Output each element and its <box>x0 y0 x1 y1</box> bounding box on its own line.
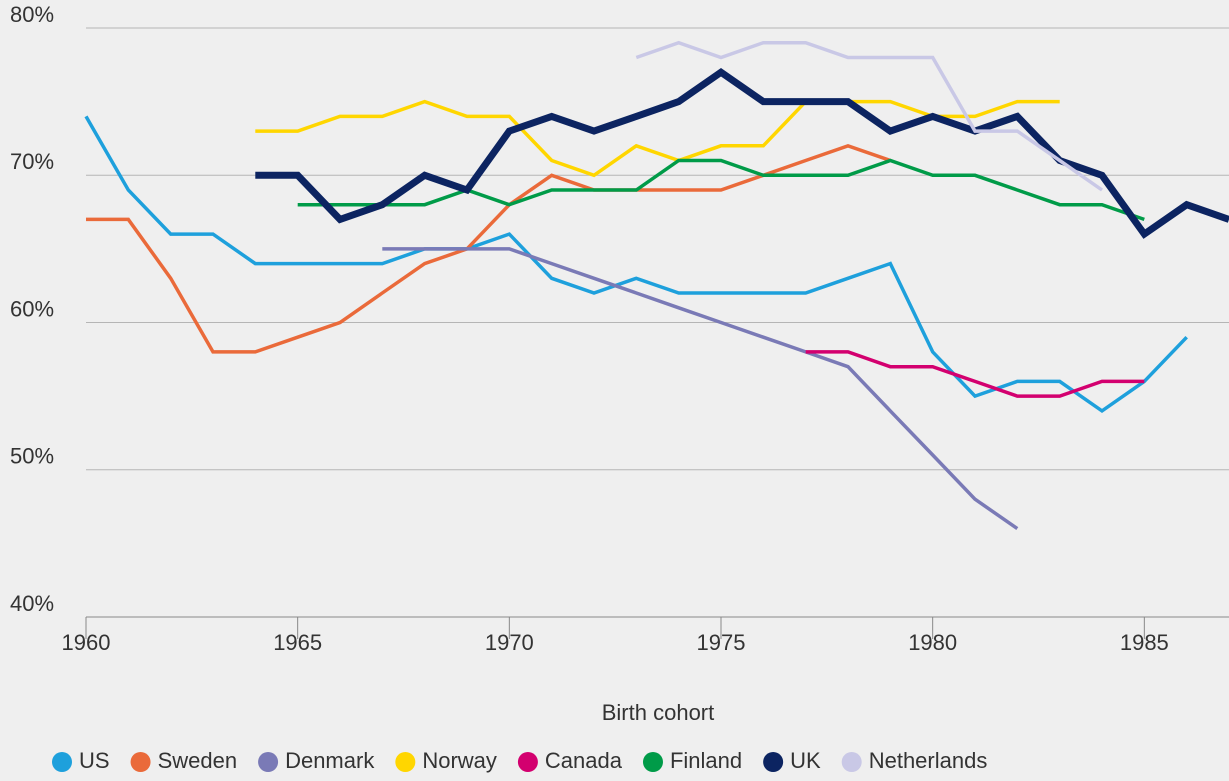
x-tick-label: 1970 <box>485 630 534 655</box>
x-tick-label: 1975 <box>697 630 746 655</box>
line-series <box>86 143 891 354</box>
line-series <box>255 67 1229 239</box>
legend-marker <box>52 752 72 772</box>
legend-marker <box>642 752 663 772</box>
legend-label: Sweden <box>158 748 238 773</box>
legend-marker <box>763 752 784 772</box>
legend-marker <box>130 752 151 772</box>
legend-marker <box>258 752 279 772</box>
x-tick-label: 1980 <box>908 630 957 655</box>
line-series <box>382 247 1019 531</box>
line-series <box>297 158 1145 222</box>
legend-marker <box>841 752 862 772</box>
line-series <box>805 350 1145 398</box>
line-series <box>84 115 1188 414</box>
x-tick-label: 1985 <box>1120 630 1169 655</box>
y-tick-label: 50% <box>10 444 54 469</box>
x-tick-label: 1960 <box>62 630 111 655</box>
x-axis-label: Birth cohort <box>602 700 715 725</box>
legend-marker <box>395 752 416 772</box>
legend-label: Denmark <box>285 748 375 773</box>
legend-label: Netherlands <box>869 748 988 773</box>
x-tick-label: 1965 <box>273 630 322 655</box>
legend-label: Canada <box>545 748 623 773</box>
legend-label: Norway <box>422 748 497 773</box>
legend-label: US <box>79 748 110 773</box>
legend-marker <box>517 752 538 772</box>
y-tick-label: 40% <box>10 591 54 616</box>
y-tick-label: 60% <box>10 296 54 321</box>
legend-label: UK <box>790 748 821 773</box>
legend-label: Finland <box>670 748 742 773</box>
y-tick-label: 80% <box>10 2 54 27</box>
line-series <box>255 99 1060 178</box>
line-series <box>635 40 1104 192</box>
y-tick-label: 70% <box>10 149 54 174</box>
